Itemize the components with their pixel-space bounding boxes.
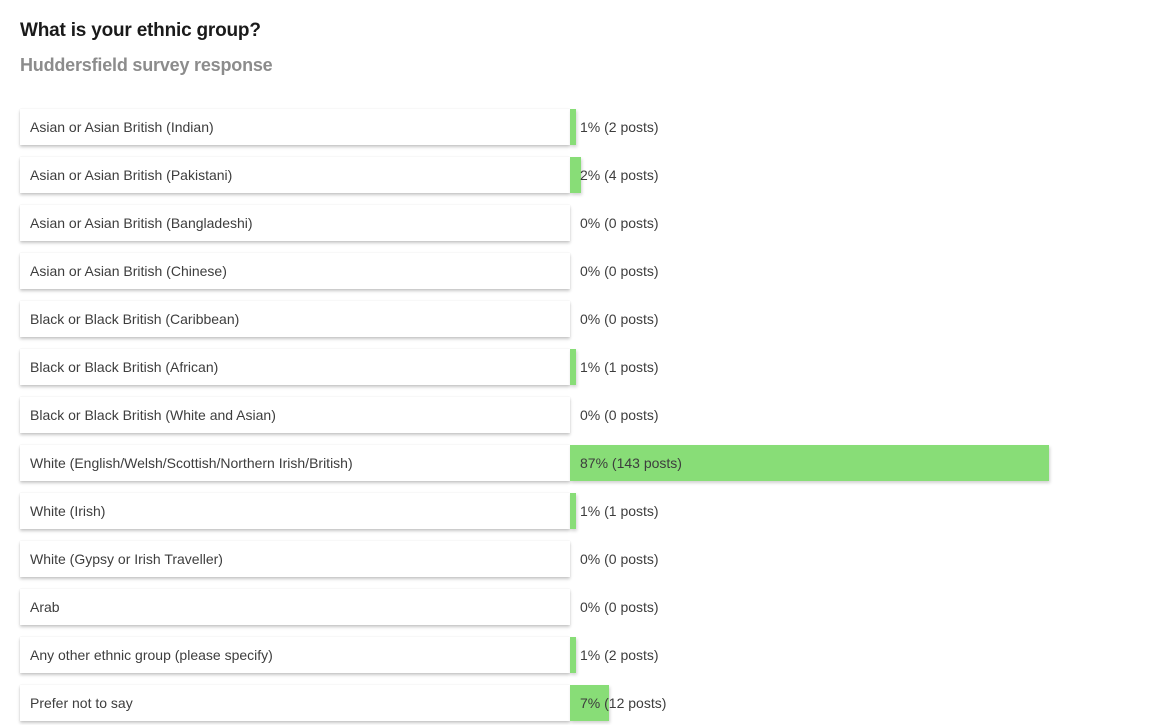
option-label: Asian or Asian British (Pakistani)	[30, 167, 233, 183]
option-label-box: Arab	[20, 589, 570, 625]
option-label-box: Asian or Asian British (Chinese)	[20, 253, 570, 289]
result-row: Prefer not to say 7% (12 posts)	[20, 685, 1140, 721]
option-label-box: White (English/Welsh/Scottish/Northern I…	[20, 445, 570, 481]
option-label: Asian or Asian British (Indian)	[30, 119, 214, 135]
result-row: Asian or Asian British (Indian) 1% (2 pos…	[20, 109, 1140, 145]
result-value-label: 1% (2 posts)	[580, 647, 659, 663]
result-row: Arab 0% (0 posts)	[20, 589, 1140, 625]
result-value-label: 0% (0 posts)	[580, 599, 659, 615]
result-value-label: 0% (0 posts)	[580, 215, 659, 231]
result-row: White (Gypsy or Irish Traveller) 0% (0 po…	[20, 541, 1140, 577]
chart-title: What is your ethnic group?	[20, 20, 261, 41]
option-label: White (English/Welsh/Scottish/Northern I…	[30, 455, 353, 471]
result-bar	[570, 445, 1049, 481]
result-row: Asian or Asian British (Pakistani) 2% (4 …	[20, 157, 1140, 193]
result-value-label: 7% (12 posts)	[580, 695, 667, 711]
result-row: Asian or Asian British (Chinese) 0% (0 po…	[20, 253, 1140, 289]
option-label: Prefer not to say	[30, 695, 133, 711]
result-row: White (English/Welsh/Scottish/Northern I…	[20, 445, 1140, 481]
result-row: Black or Black British (African) 1% (1 po…	[20, 349, 1140, 385]
option-label-box: White (Gypsy or Irish Traveller)	[20, 541, 570, 577]
option-label: Black or Black British (African)	[30, 359, 219, 375]
option-label-box: Prefer not to say	[20, 685, 570, 721]
option-label: Arab	[30, 599, 60, 615]
result-bar	[570, 637, 576, 673]
result-row: Black or Black British (Caribbean) 0% (0 …	[20, 301, 1140, 337]
option-label-box: Asian or Asian British (Pakistani)	[20, 157, 570, 193]
option-label: Any other ethnic group (please specify)	[30, 647, 273, 663]
result-value-label: 1% (1 posts)	[580, 359, 659, 375]
result-bar	[570, 493, 576, 529]
result-value-label: 2% (4 posts)	[580, 167, 659, 183]
option-label: Black or Black British (White and Asian)	[30, 407, 276, 423]
option-label: Asian or Asian British (Chinese)	[30, 263, 227, 279]
result-bar	[570, 109, 576, 145]
result-bar	[570, 157, 581, 193]
option-label-box: Asian or Asian British (Bangladeshi)	[20, 205, 570, 241]
result-bar	[570, 349, 576, 385]
option-label-box: Black or Black British (Caribbean)	[20, 301, 570, 337]
option-label: White (Irish)	[30, 503, 106, 519]
option-label-box: Black or Black British (African)	[20, 349, 570, 385]
option-label: White (Gypsy or Irish Traveller)	[30, 551, 223, 567]
result-value-label: 1% (2 posts)	[580, 119, 659, 135]
result-value-label: 0% (0 posts)	[580, 407, 659, 423]
result-row: Black or Black British (White and Asian)…	[20, 397, 1140, 433]
option-label: Black or Black British (Caribbean)	[30, 311, 240, 327]
result-value-label: 87% (143 posts)	[580, 455, 682, 471]
result-value-label: 0% (0 posts)	[580, 551, 659, 567]
result-row: White (Irish) 1% (1 posts)	[20, 493, 1140, 529]
option-label-box: White (Irish)	[20, 493, 570, 529]
option-label-box: Asian or Asian British (Indian)	[20, 109, 570, 145]
result-value-label: 1% (1 posts)	[580, 503, 659, 519]
result-value-label: 0% (0 posts)	[580, 263, 659, 279]
option-label-box: Any other ethnic group (please specify)	[20, 637, 570, 673]
result-row: Asian or Asian British (Bangladeshi) 0% (…	[20, 205, 1140, 241]
result-row: Any other ethnic group (please specify) 1…	[20, 637, 1140, 673]
result-value-label: 0% (0 posts)	[580, 311, 659, 327]
option-label: Asian or Asian British (Bangladeshi)	[30, 215, 253, 231]
chart-subtitle: Huddersfield survey response	[20, 55, 273, 75]
result-bar	[570, 685, 609, 721]
option-label-box: Black or Black British (White and Asian)	[20, 397, 570, 433]
